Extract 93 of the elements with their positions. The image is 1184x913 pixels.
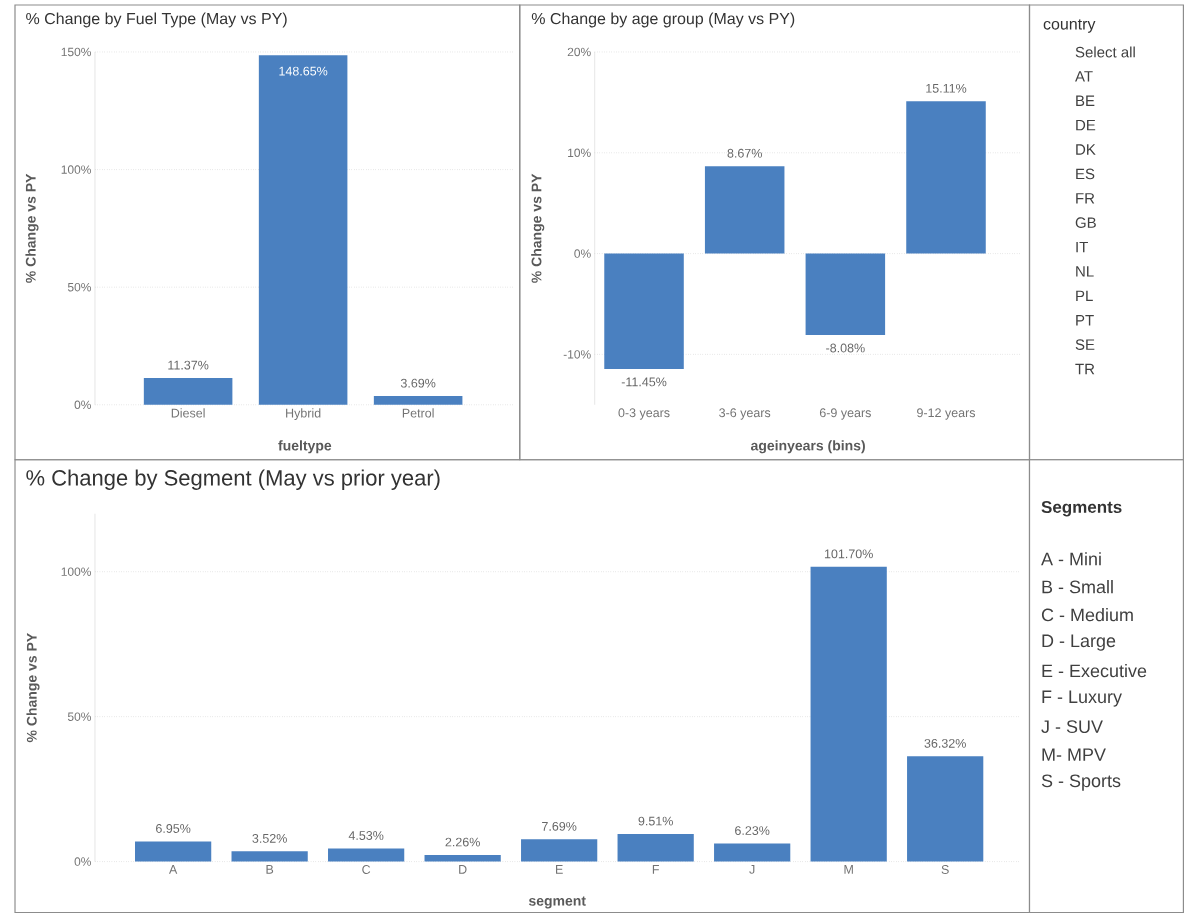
x-tick-label: 6-9 years [819,408,871,420]
text: J - SUV [1041,720,1103,733]
text: ES [1076,168,1095,180]
text: DE [1076,119,1096,131]
y-tick-label: 20% [567,47,591,57]
data-label: 9.51% [638,816,673,826]
x-tick-label: Petrol [402,408,434,418]
data-label: 7.69% [542,821,577,831]
text: FR [1076,193,1095,204]
x-tick-label: D [459,865,467,874]
text: GB [1075,217,1096,228]
bar [424,854,501,862]
y-tick-label: 0% [574,249,591,258]
x-tick-label: E [556,865,563,874]
text: AT [1075,71,1093,82]
y-tick-label: 10% [568,148,591,157]
data-label: 36.32% [924,738,966,748]
bar [714,843,791,862]
data-label: 8.67% [727,148,762,158]
text: B - Small [1042,580,1113,594]
data-label: 3.69% [400,378,436,388]
data-label: 148.65% [279,66,328,76]
bar [258,55,348,405]
text: M- MPV [1042,748,1106,761]
bar [604,253,684,369]
text: E - Executive [1042,663,1147,678]
x-tick-label: Hybrid [286,408,321,420]
x-tick-label: C [362,865,371,874]
chart-title: % Change by Segment (May vs prior year) [26,469,440,490]
data-label: 101.70% [824,549,873,559]
text: Segments [1041,500,1122,517]
text: IT [1076,241,1088,253]
bar [143,377,233,405]
chart-title: % Change by Fuel Type (May vs PY) [26,12,287,28]
y-tick-label: 150% [61,47,91,57]
text: PL [1076,290,1093,301]
x-tick-label: 0-3 years [618,408,670,420]
y-axis-title: % Change vs PY [531,173,545,283]
bar [617,833,694,862]
data-label: 4.53% [348,831,384,840]
text: DK [1076,144,1096,155]
y-tick-label: 100% [61,165,91,174]
x-tick-label: 3-6 years [719,408,771,420]
x-axis-title: segment [528,896,586,909]
y-axis-title: % Change vs PY [25,173,39,283]
data-label: 6.95% [156,823,191,833]
bar [704,166,785,254]
text: NL [1076,266,1094,277]
text: PT [1076,315,1094,326]
text: country [1043,19,1096,33]
chart-title: % Change by age group (May vs PY) [531,12,795,28]
text: TR [1075,363,1095,375]
text: SE [1075,339,1095,350]
bar [906,101,986,254]
text: F - Luxury [1042,690,1122,707]
text: Select all [1075,46,1135,58]
x-tick-label: B [266,865,274,874]
text: A - Mini [1041,552,1101,566]
x-tick-label: F [652,865,659,874]
data-label: 11.37% [168,360,209,370]
bar [231,851,308,862]
data-label: -11.45% [621,377,667,387]
text: D - Large [1042,634,1116,651]
x-tick-label: Diesel [171,408,205,418]
x-tick-label: M [844,865,853,874]
y-tick-label: 100% [61,567,91,576]
x-tick-label: A [168,865,178,874]
data-label: 3.52% [252,833,287,843]
y-tick-label: 50% [67,712,91,721]
x-tick-label: 9-12 years [917,408,976,420]
y-tick-label: 50% [67,282,91,292]
y-axis-title: % Change vs PY [26,633,40,743]
bar [373,396,463,405]
x-tick-label: J [749,865,755,874]
x-axis-title: fueltype [278,440,332,454]
text: C - Medium [1041,608,1133,622]
y-tick-label: 0% [74,400,91,409]
bar [810,566,887,862]
x-tick-label: S [941,865,949,874]
x-axis-title: ageinyears (bins) [750,440,865,454]
text: BE [1076,95,1095,106]
bar [521,839,598,862]
data-label: 6.23% [735,826,770,835]
text: S - Sports [1041,774,1121,791]
bar [328,848,405,862]
data-label: 15.11% [926,83,967,93]
bar [907,756,984,862]
data-label: -8.08% [826,343,865,353]
data-label: 2.26% [445,837,480,847]
y-tick-label: -10% [563,350,591,359]
y-tick-label: 0% [74,857,91,866]
bar [805,253,886,335]
bar [135,841,212,862]
